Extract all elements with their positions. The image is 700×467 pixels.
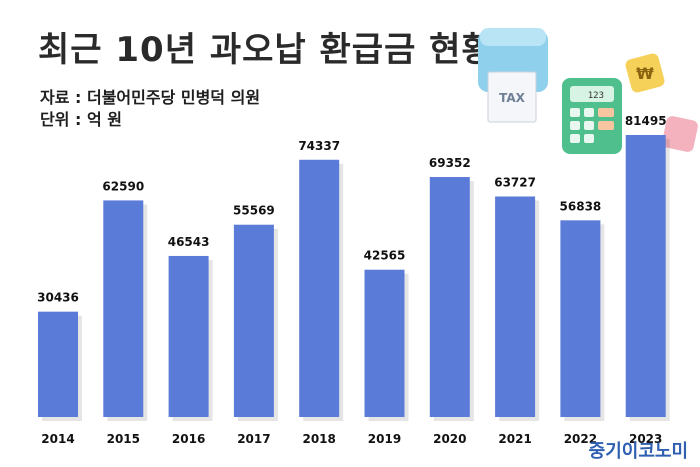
- category-label-2021: 2021: [498, 432, 531, 446]
- bar-2014: [38, 311, 78, 417]
- value-label-2020: 69352: [429, 156, 471, 170]
- value-label-2014: 30436: [37, 291, 79, 305]
- category-label-2014: 2014: [41, 432, 74, 446]
- value-label-2017: 55569: [233, 204, 275, 218]
- category-label-2020: 2020: [433, 432, 466, 446]
- bar-2019: [364, 269, 405, 417]
- bar-2023: [625, 135, 666, 417]
- category-label-2023: 2023: [629, 432, 662, 446]
- tax-illustration: TAX 123 ₩: [478, 28, 698, 154]
- value-label-2022: 56838: [560, 199, 602, 213]
- bar-2017: [233, 224, 274, 417]
- category-label-2019: 2019: [368, 432, 401, 446]
- value-label-2021: 63727: [494, 175, 536, 189]
- math-block-icon: [662, 116, 698, 152]
- tax-machine-icon: TAX: [478, 28, 548, 123]
- watermark-logo: 중기이코노미: [588, 441, 688, 462]
- won-coin-icon: ₩: [625, 53, 665, 93]
- category-label-2015: 2015: [107, 432, 140, 446]
- calculator-icon: 123: [562, 78, 622, 154]
- value-label-2019: 42565: [364, 249, 406, 263]
- value-label-2018: 74337: [298, 139, 340, 153]
- page-title: 최근 10년 과오납 환급금 현황: [38, 30, 494, 70]
- value-label-2015: 62590: [102, 179, 144, 193]
- value-label-2023: 81495: [625, 114, 667, 128]
- category-label-2022: 2022: [564, 432, 597, 446]
- value-label-2016: 46543: [168, 235, 210, 249]
- category-label-2016: 2016: [172, 432, 205, 446]
- bar-2021: [495, 196, 536, 417]
- bar-2016: [168, 255, 209, 417]
- bar-2015: [103, 200, 144, 417]
- bar-2018: [299, 159, 340, 417]
- category-label-2018: 2018: [302, 432, 335, 446]
- bar-2022: [560, 220, 601, 417]
- won-symbol: ₩: [636, 64, 654, 83]
- source-note: 자료 : 더불어민주당 민병덕 의원: [40, 88, 261, 107]
- calculator-display: 123: [588, 91, 604, 101]
- category-label-2017: 2017: [237, 432, 270, 446]
- bar-2020: [429, 177, 470, 417]
- tax-label: TAX: [499, 91, 526, 105]
- unit-note: 단위 : 억 원: [40, 110, 122, 129]
